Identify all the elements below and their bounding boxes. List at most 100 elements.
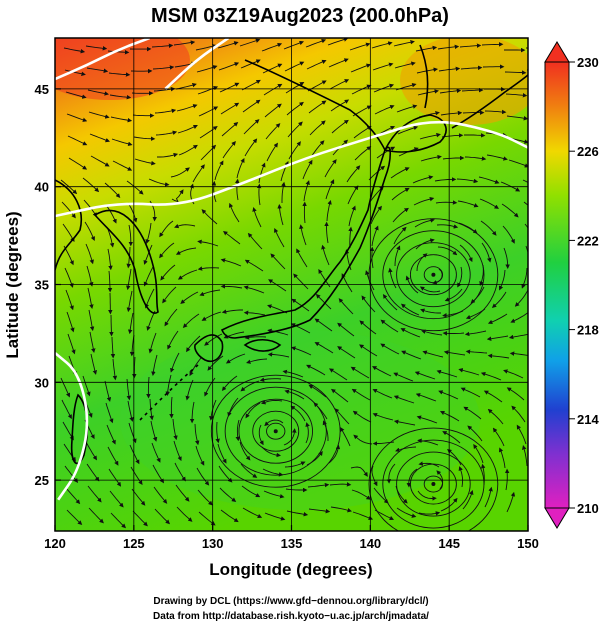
coast-kyushu [194,334,224,362]
streamline-segment [481,242,492,263]
colorbar-tick-label: 218 [577,323,599,338]
streamline-segment [329,482,352,487]
streamline-segment [324,221,329,244]
streamline-segment [331,119,349,134]
coast-kurils [451,74,528,129]
streamline-segment [359,344,378,357]
streamline-segment [108,468,122,487]
streamline-segment [352,511,374,520]
streamline-segment [523,201,528,206]
streamline-segment [307,80,327,92]
streamline-segment [132,510,148,527]
streamline-segment [310,140,325,158]
streamline-segment [440,110,463,116]
colorbar-tick-label: 226 [577,144,599,159]
streamline-segment [372,366,392,377]
streamline-segment [242,507,263,518]
streamline-segment [370,205,382,225]
streamline-segment [462,490,474,510]
warm-patch-northeast [400,38,528,125]
streamline-segment [374,104,395,115]
y-ticks: 25 30 35 40 45 [35,82,61,488]
streamline-segment [261,399,283,405]
colorbar-tick-label: 210 [577,501,599,516]
streamline-segment [159,242,175,259]
streamline-segment [351,388,371,401]
streamline-segment [327,38,349,46]
streamline-segment [434,177,457,182]
y-tick-label: 25 [35,473,49,488]
streamline-segment [419,286,441,293]
streamline-segment [112,358,118,381]
streamline-segment [296,248,308,268]
streamline-segment [143,244,153,265]
streamline-segment [487,353,510,359]
streamline-segment [484,486,493,508]
streamline-segment [63,47,86,54]
streamline-segment [128,224,134,247]
streamline-segment [107,248,113,271]
streamline-segment [521,267,528,289]
streamline-segment [104,182,121,198]
streamline-segment [371,465,378,487]
streamline-segment [127,312,134,335]
streamline-segment [109,94,132,100]
streamline-segment [198,106,219,117]
streamline-segment [441,133,464,138]
streamline-segment [522,179,528,184]
streamline-segment [388,267,397,289]
streamline-segment [262,63,283,74]
streamline-segment [65,487,81,505]
streamline-segment [258,162,266,184]
streamline-segment [236,157,245,179]
streamline-segment [62,223,75,243]
streamline-segment [525,47,528,49]
streamline-segment [267,328,289,336]
streamline-segment [105,204,117,224]
streamline-segment [321,244,330,266]
streamline-segment [110,336,116,359]
streamline-segment [400,303,420,316]
streamline-segment [457,266,463,288]
streamline-segment [305,38,327,48]
streamline-segment [244,335,267,340]
streamline-segment [396,104,418,113]
streamline-segment [199,126,218,139]
streamline-segment [503,247,510,269]
streamline-segment [170,352,180,373]
x-ticks: 120 125 130 135 140 145 150 [44,525,539,551]
vortex-ring [238,398,313,464]
streamline-segment [87,89,110,96]
streamline-segment [459,43,482,48]
y-tick-label: 35 [35,278,49,293]
streamline-segment [354,146,372,161]
streamline-segment [418,511,441,516]
streamline-segment [126,290,133,313]
streamline-segment [286,101,304,116]
streamline-segment [85,243,94,265]
streamline-segment [460,65,483,71]
streamline-segment [89,331,96,354]
streamline-segment [373,83,395,93]
streamline-segment [483,390,503,403]
streamline-segment [64,69,86,76]
streamline-segment [305,422,310,444]
streamline-segment [503,369,524,379]
streamline-segment [65,289,74,311]
streamline-segment [150,420,158,442]
coast-russia [244,59,386,151]
streamline-segment [104,380,112,402]
x-tick-label: 125 [123,536,145,551]
streamline-segment [263,490,285,499]
streamline-segment [353,434,373,445]
streamline-segment [369,185,384,203]
streamline-segment [86,67,109,73]
streamline-segment [506,115,528,121]
streamline-segment [498,269,506,291]
vortex-ring [210,374,341,488]
streamline-segment [64,267,74,288]
streamline-segment [90,353,98,375]
streamline-segment [245,402,261,419]
streamline-segment [467,425,483,442]
